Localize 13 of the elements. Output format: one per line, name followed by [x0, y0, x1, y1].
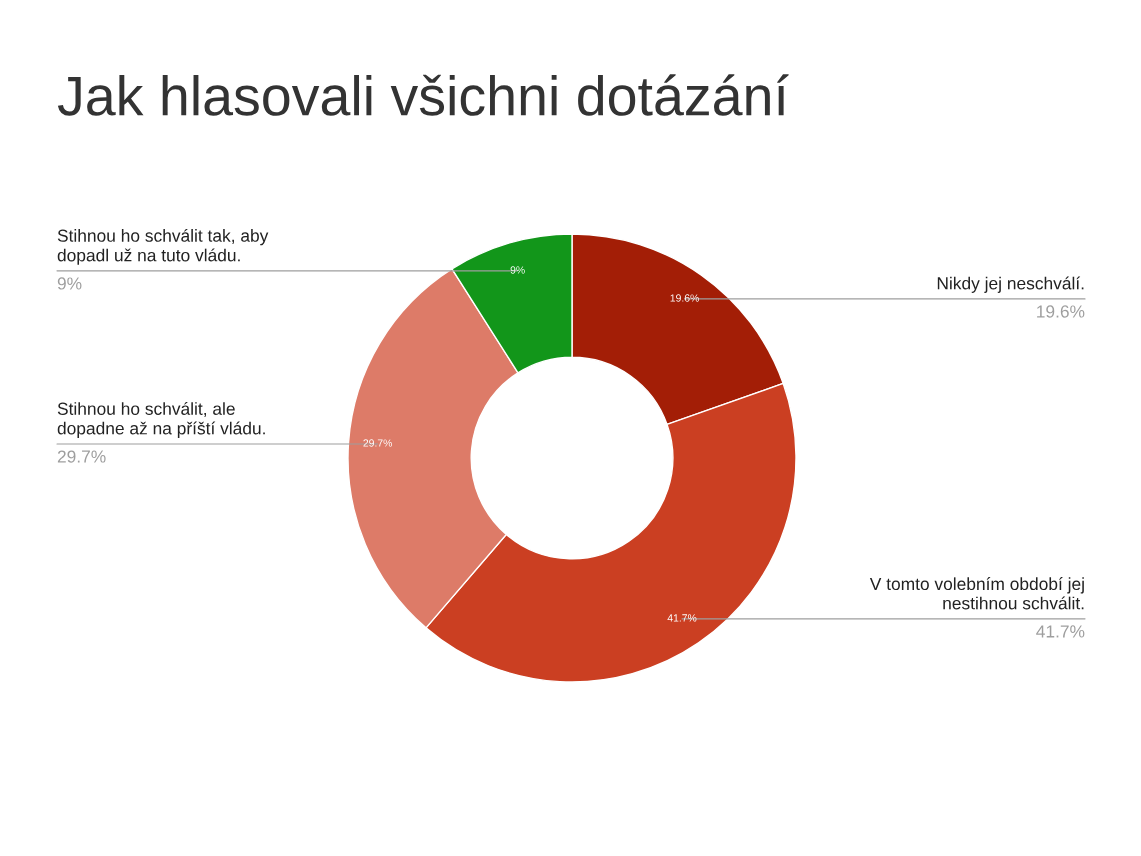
slice-label: Stihnou ho schválit tak, aby dopadl už na tuto vládu. — [57, 228, 269, 265]
slice-label: Nikdy jej neschválí. — [937, 276, 1084, 293]
text: 19.6% — [1037, 305, 1085, 318]
slice-label: V tomto volebním období jej nestihnou schválit. — [869, 577, 1084, 610]
data-label: 29.7% — [363, 439, 393, 447]
text: 41.7% — [1036, 625, 1085, 638]
chart-title: Jak hlasovali všichni dotázání — [57, 74, 789, 116]
data-label: 9% — [510, 266, 525, 274]
data-label: 41.7% — [667, 614, 697, 622]
text: 9% — [57, 277, 82, 290]
data-label: 19.6% — [670, 294, 699, 302]
slice-label: Stihnou ho schválit, ale dopadne až na příští vládu. — [57, 401, 265, 438]
text: 29.7% — [57, 450, 106, 463]
